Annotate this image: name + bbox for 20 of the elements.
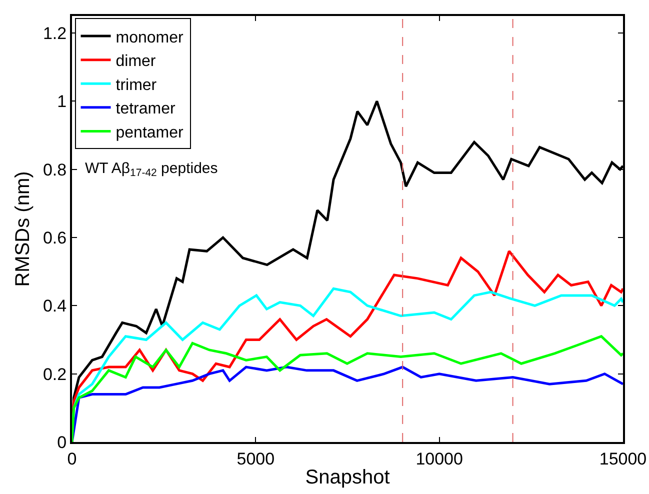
x-tick-label: 10000 [416, 449, 463, 468]
y-tick-label: 0.2 [42, 364, 67, 384]
y-tick-label: 1.2 [42, 24, 67, 43]
legend-label: pentamer [116, 124, 184, 142]
y-axis-title: RMSDs (nm) [12, 171, 34, 287]
y-tick-label: 1 [57, 92, 67, 112]
line-series [72, 335, 623, 442]
y-tick-label: 0.8 [42, 160, 67, 180]
x-tick-label: 15000 [599, 449, 647, 468]
annotation: WT Aβ$_{17-42}$ peptides [85, 160, 218, 180]
x-tick-label: 5000 [236, 449, 275, 468]
legend-label: tetramer [116, 100, 176, 118]
legend-label: monomer [116, 29, 184, 46]
line-series [72, 366, 623, 442]
x-axis-title: Snapshot [305, 466, 390, 488]
legend-label: trimer [116, 76, 158, 94]
y-tick-label: 0.6 [42, 228, 67, 248]
y-tick-label: 0.4 [42, 296, 67, 316]
y-tick-label: 0 [57, 432, 67, 452]
legend-label: dimer [116, 53, 156, 70]
